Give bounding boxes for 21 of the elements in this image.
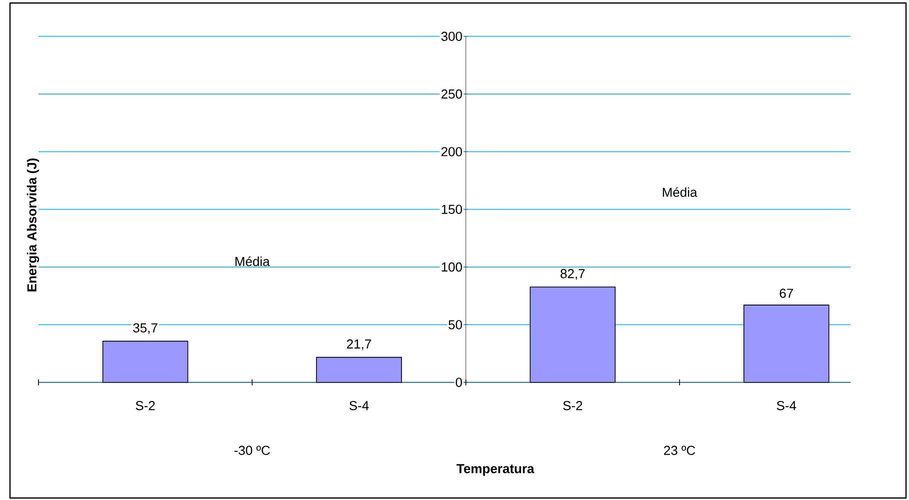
y-axis-title: Energia Absorvida (J) <box>26 158 40 292</box>
text: -30 ºC <box>234 446 270 455</box>
data-label: 21,7 <box>347 339 371 350</box>
y-tick-label: 0 <box>456 378 462 387</box>
y-tick-label: 300 <box>441 32 462 41</box>
y-tick-label: 200 <box>441 147 462 156</box>
x-tick-label: S-2 <box>136 401 155 410</box>
data-label: 67 <box>780 288 793 298</box>
y-tick-label: 100 <box>442 262 462 272</box>
annotation: Média <box>662 187 698 197</box>
annotation: Média <box>236 256 270 266</box>
data-label: 35,7 <box>133 323 158 334</box>
text: 23 ºC <box>664 446 696 455</box>
x-tick-label: S-4 <box>349 401 369 410</box>
y-tick-label: 50 <box>448 320 462 330</box>
x-axis-title: Temperatura <box>456 464 534 476</box>
y-tick-label: 250 <box>441 89 462 99</box>
x-tick-label: S-4 <box>776 401 796 410</box>
x-tick-label: S-2 <box>563 401 582 410</box>
data-label: 82,7 <box>560 269 585 280</box>
y-tick-label: 150 <box>442 204 462 214</box>
